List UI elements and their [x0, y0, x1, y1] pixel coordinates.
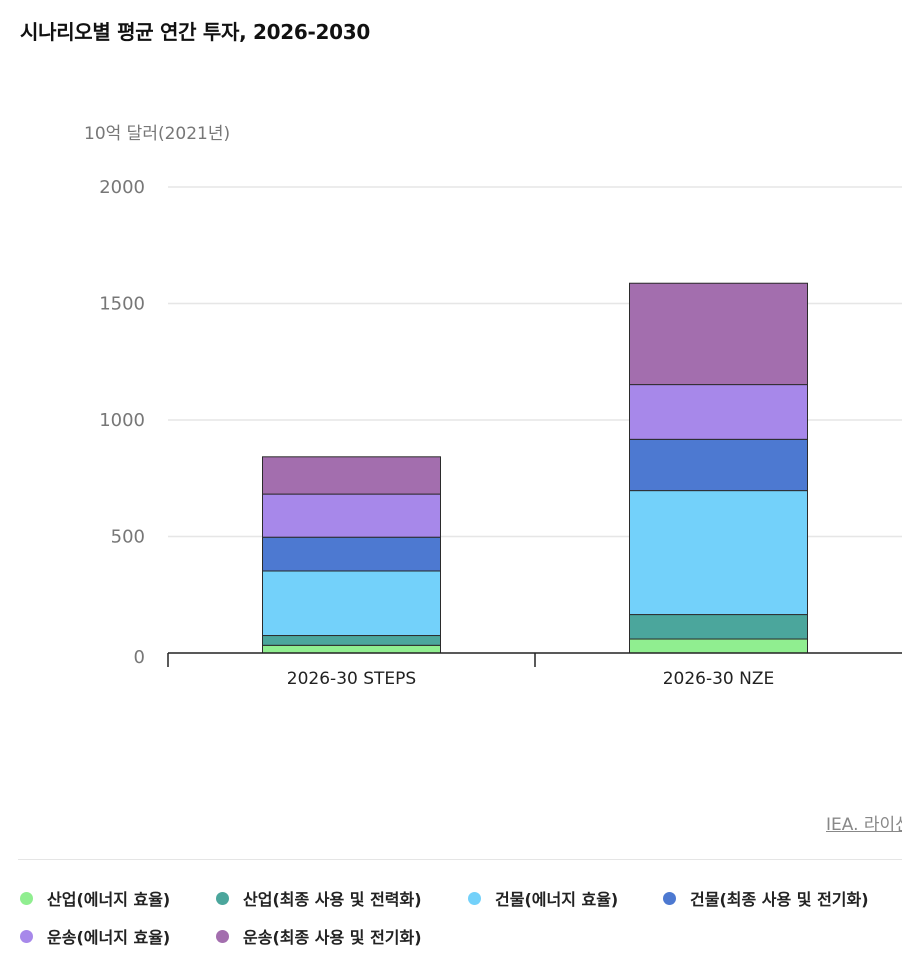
- chart-title: 시나리오별 평균 연간 투자, 2026-2030: [20, 20, 370, 44]
- bar-segment[interactable]: [629, 438, 808, 492]
- bar-segment[interactable]: [262, 570, 441, 637]
- bar-segment[interactable]: [262, 456, 441, 495]
- y-tick-label: 2000: [99, 177, 145, 198]
- x-tick-label: 2026-30 STEPS: [287, 669, 416, 689]
- bar-segment[interactable]: [262, 493, 441, 538]
- x-tick-label: 2026-30 NZE: [663, 669, 775, 689]
- y-tick-label: 500: [111, 527, 145, 548]
- bar-segment[interactable]: [629, 384, 808, 440]
- legend-swatch: [216, 891, 229, 905]
- legend-label: 건물(에너지 효율): [495, 890, 619, 909]
- stacked-bar-chart: 0 500 1000 1500 2000 10억 달러(2021년) 2026-30 S…: [84, 124, 902, 689]
- legend-item[interactable]: 건물(최종 사용 및 전기화): [663, 886, 869, 910]
- legend-label: 건물(최종 사용 및 전기화): [690, 890, 869, 909]
- bar-segment[interactable]: [629, 614, 808, 640]
- legend-divider: [18, 859, 902, 860]
- legend-item[interactable]: 건물(에너지 효율): [468, 886, 618, 910]
- legend-swatch: [20, 929, 33, 943]
- legend-item[interactable]: 산업(최종 사용 및 전력화): [216, 886, 422, 910]
- legend-swatch: [20, 891, 33, 905]
- legend-label: 운송(에너지 효율): [47, 928, 171, 947]
- y-axis-tick-labels: 0 500 1000 1500 2000: [99, 177, 145, 668]
- source-link[interactable]: IEA. 라이선스: CC BY 4.0: [826, 815, 902, 835]
- y-tick-label: 0: [134, 647, 145, 668]
- legend-swatch: [216, 929, 229, 943]
- bar-segment[interactable]: [629, 490, 808, 616]
- legend-label: 산업(에너지 효율): [47, 890, 171, 909]
- legend-label: 산업(최종 사용 및 전력화): [243, 890, 422, 909]
- x-axis: [167, 652, 902, 667]
- legend-item[interactable]: 산업(에너지 효율): [20, 886, 170, 910]
- bar-segment[interactable]: [262, 536, 441, 572]
- legend-item[interactable]: 운송(최종 사용 및 전기화): [216, 924, 422, 948]
- x-axis-tick-labels: 2026-30 STEPS 2026-30 NZE: [287, 669, 774, 689]
- bar-segment[interactable]: [629, 282, 808, 386]
- bar-segment[interactable]: [262, 644, 441, 654]
- bar-segment[interactable]: [262, 635, 441, 646]
- bars: [262, 282, 808, 654]
- legend-item[interactable]: 운송(에너지 효율): [20, 924, 170, 948]
- y-tick-label: 1000: [99, 410, 145, 431]
- y-axis-label: 10억 달러(2021년): [84, 124, 230, 144]
- legend-swatch: [663, 891, 676, 905]
- y-tick-label: 1500: [99, 294, 145, 315]
- legend-label: 운송(최종 사용 및 전기화): [243, 928, 422, 947]
- bar-segment[interactable]: [629, 638, 808, 654]
- legend-swatch: [468, 891, 481, 905]
